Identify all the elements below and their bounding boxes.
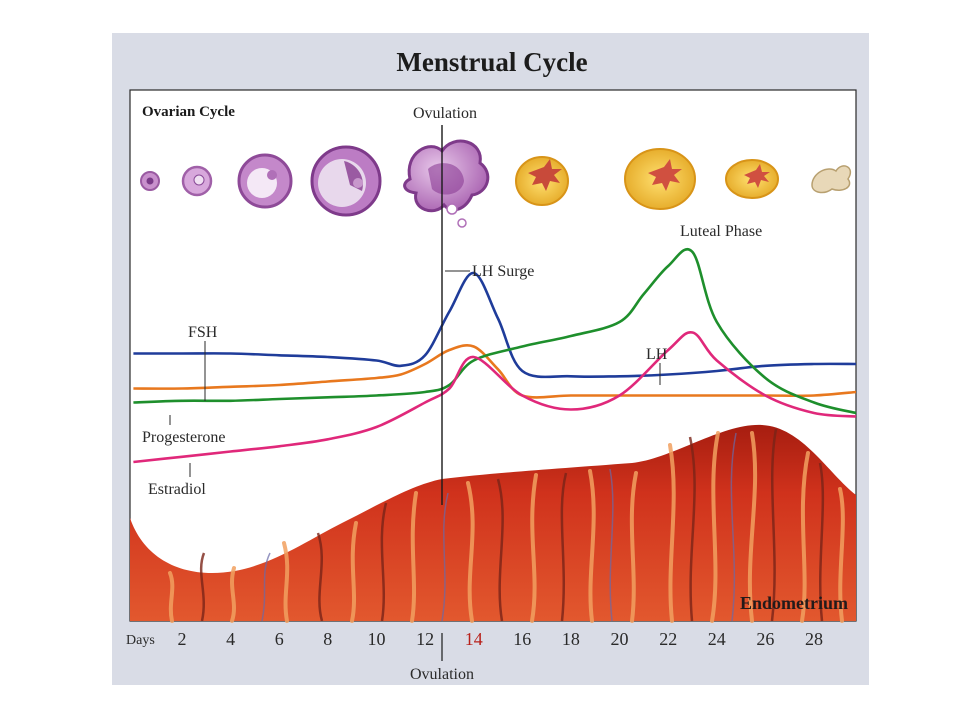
progesterone-label: Progesterone bbox=[142, 429, 226, 446]
day-tick-4: 4 bbox=[226, 629, 235, 649]
day-tick-26: 26 bbox=[756, 629, 774, 649]
day-tick-20: 20 bbox=[611, 629, 629, 649]
hormone-curves bbox=[133, 247, 857, 464]
day-tick-8: 8 bbox=[323, 629, 332, 649]
fsh-label: FSH bbox=[188, 324, 218, 341]
estradiol-label: Estradiol bbox=[148, 481, 206, 498]
corpus-luteum-stage-2-icon bbox=[624, 148, 696, 210]
day-tick-28: 28 bbox=[805, 629, 823, 649]
follicle-stage-1-icon bbox=[140, 171, 160, 191]
diagram-title: Menstrual Cycle bbox=[396, 47, 587, 77]
corpus-luteum-stage-1-icon bbox=[515, 156, 570, 206]
follicle-stage-3-icon bbox=[237, 153, 293, 209]
day-tick-10: 10 bbox=[368, 629, 386, 649]
day-tick-14: 14 bbox=[465, 629, 483, 649]
estradiol-curve bbox=[133, 331, 857, 464]
menstrual-cycle-diagram: Menstrual Cycle Ovarian Cycle bbox=[126, 47, 857, 683]
endometrium-label: Endometrium bbox=[740, 593, 848, 613]
endometrium-layer bbox=[130, 424, 856, 623]
day-ticks: 2 4 6 8 10 12 14 16 18 20 22 24 26 28 bbox=[178, 629, 824, 649]
follicle-sequence bbox=[140, 139, 852, 228]
days-label: Days bbox=[126, 633, 155, 648]
lh-surge-label: LH Surge bbox=[472, 263, 534, 280]
ovarian-cycle-label: Ovarian Cycle bbox=[142, 104, 235, 120]
day-tick-2: 2 bbox=[178, 629, 187, 649]
fsh-curve bbox=[133, 343, 857, 399]
ovulation-top-label: Ovulation bbox=[413, 105, 477, 122]
lh-label: LH bbox=[646, 346, 668, 363]
follicle-stage-4-icon bbox=[310, 145, 382, 217]
day-tick-22: 22 bbox=[659, 629, 677, 649]
lh-curve bbox=[133, 271, 857, 379]
luteal-phase-label: Luteal Phase bbox=[680, 223, 762, 240]
corpus-albicans-icon bbox=[811, 165, 852, 194]
day-tick-24: 24 bbox=[708, 629, 726, 649]
follicle-stage-2-icon bbox=[181, 165, 213, 197]
ovulation-bottom-label: Ovulation bbox=[410, 666, 474, 683]
diagram-panel: Menstrual Cycle Ovarian Cycle bbox=[112, 33, 869, 685]
day-tick-12: 12 bbox=[416, 629, 434, 649]
day-tick-6: 6 bbox=[275, 629, 284, 649]
day-tick-18: 18 bbox=[562, 629, 580, 649]
corpus-luteum-stage-3-icon bbox=[725, 159, 779, 199]
day-tick-16: 16 bbox=[513, 629, 531, 649]
progesterone-curve bbox=[133, 247, 857, 415]
